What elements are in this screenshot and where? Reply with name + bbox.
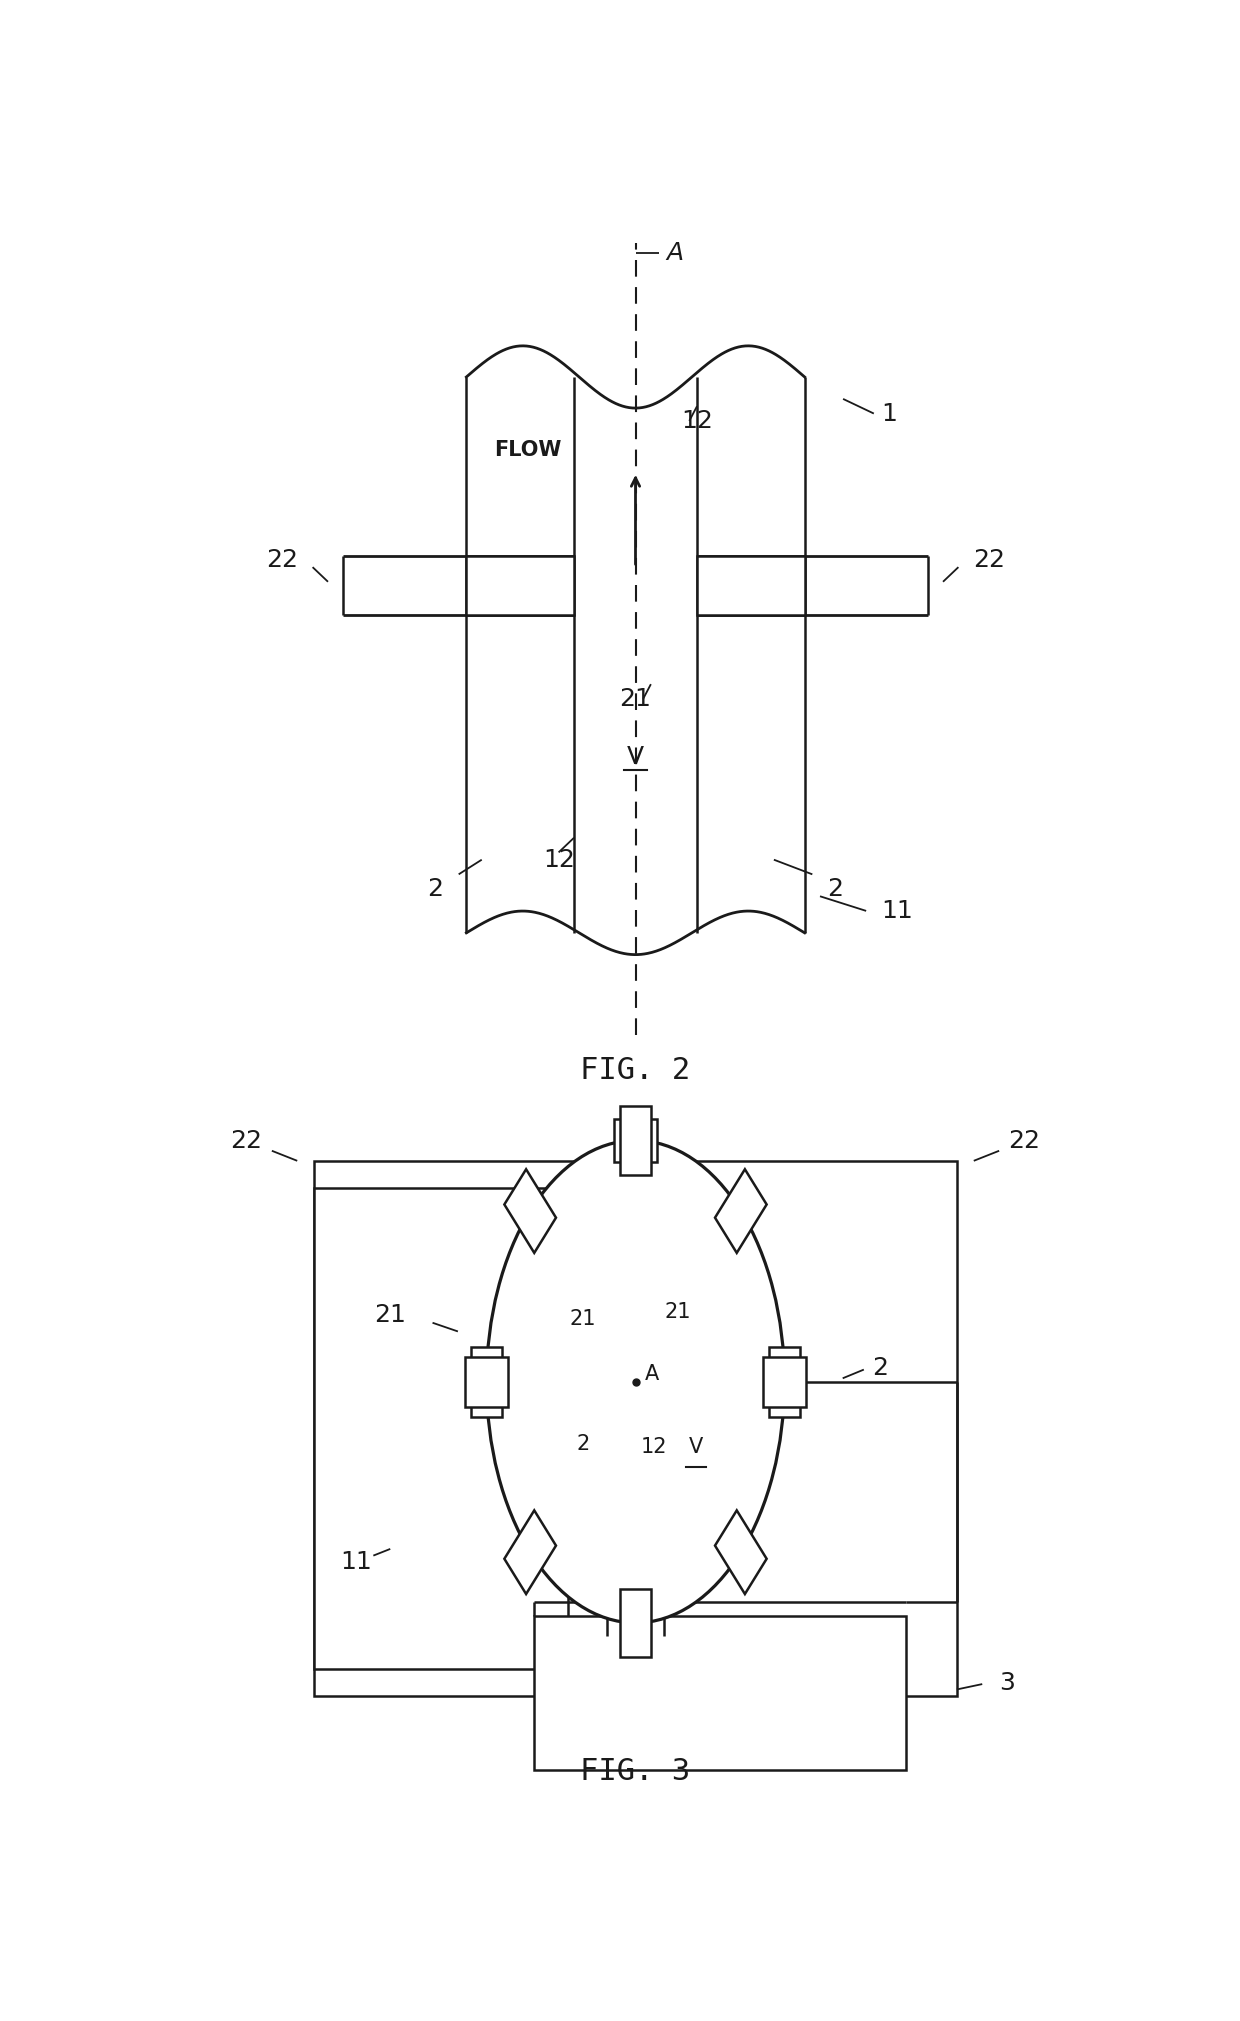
- Text: 11: 11: [882, 899, 914, 924]
- Bar: [314, 1160, 957, 1696]
- Bar: [697, 556, 805, 614]
- Polygon shape: [715, 1170, 766, 1253]
- Polygon shape: [505, 1510, 556, 1595]
- Text: 12: 12: [682, 408, 713, 432]
- Text: 22: 22: [973, 548, 1006, 572]
- Bar: [769, 1346, 800, 1417]
- Text: 2: 2: [872, 1356, 888, 1380]
- Text: 21: 21: [620, 687, 651, 711]
- Polygon shape: [620, 1589, 651, 1657]
- Text: 2: 2: [827, 877, 843, 901]
- Polygon shape: [764, 1356, 806, 1407]
- Text: 22: 22: [231, 1130, 263, 1152]
- Text: V: V: [627, 746, 644, 770]
- Text: 3: 3: [999, 1671, 1016, 1696]
- Polygon shape: [715, 1510, 766, 1595]
- Text: A: A: [666, 240, 683, 265]
- Polygon shape: [620, 1105, 651, 1174]
- Bar: [466, 556, 574, 614]
- Text: 12: 12: [640, 1437, 667, 1457]
- Text: A: A: [645, 1364, 660, 1384]
- Polygon shape: [505, 1170, 556, 1253]
- Bar: [471, 1346, 502, 1417]
- Text: FIG. 2: FIG. 2: [580, 1055, 691, 1085]
- Text: FLOW: FLOW: [495, 441, 562, 461]
- Circle shape: [486, 1140, 785, 1623]
- Text: 22: 22: [265, 548, 298, 572]
- Text: FIG. 3: FIG. 3: [580, 1756, 691, 1787]
- Text: 11: 11: [341, 1550, 372, 1574]
- Text: 12: 12: [543, 847, 575, 871]
- Text: 21: 21: [665, 1302, 691, 1322]
- Text: V: V: [688, 1437, 703, 1457]
- Text: 1: 1: [882, 402, 898, 426]
- Text: 2: 2: [577, 1433, 589, 1453]
- Bar: [314, 1188, 568, 1669]
- Text: 22: 22: [1008, 1130, 1040, 1152]
- Text: 21: 21: [569, 1310, 596, 1330]
- Polygon shape: [465, 1356, 507, 1407]
- Text: 2: 2: [428, 877, 444, 901]
- Bar: [534, 1617, 906, 1770]
- Text: 21: 21: [374, 1304, 407, 1326]
- Bar: [614, 1120, 657, 1162]
